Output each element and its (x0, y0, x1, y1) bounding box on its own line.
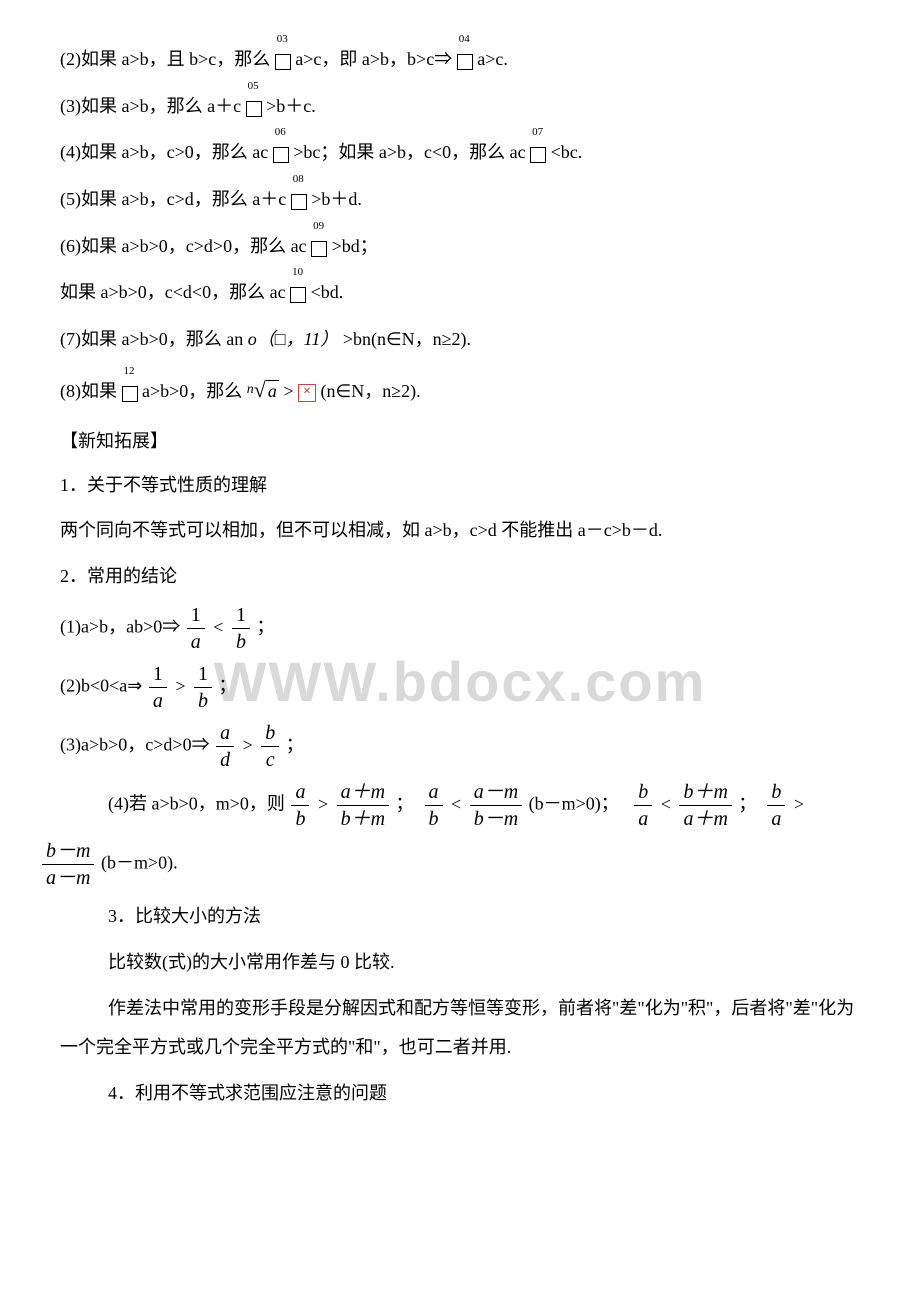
root-n: n (247, 382, 254, 397)
text: ； (396, 794, 414, 814)
frac-4a: ab (291, 779, 309, 832)
section-3-title: 3．比较大小的方法 (60, 897, 860, 937)
line-3: (3)如果 a>b，那么 a＋c 05 >b＋c. (60, 87, 860, 128)
frac-4c: ab (425, 779, 443, 832)
root-a: a (266, 380, 279, 401)
box-12: 12 (122, 373, 138, 413)
lt-sign: < (661, 794, 671, 814)
text: (b－m>0)； (529, 794, 619, 814)
text: >b＋d. (311, 189, 362, 209)
line-6: (6)如果 a>b>0，c>d>0，那么 ac 09 >bd； (60, 227, 860, 268)
text: <bc. (551, 142, 583, 162)
text: >bd； (332, 236, 378, 256)
text: 如果 a>b>0，c<d<0，那么 ac (60, 282, 290, 302)
text: (3)a>b>0，c>d>0⇒ (60, 735, 214, 755)
frac-4e: ba (634, 779, 652, 832)
text: (4)若 a>b>0，m>0，则 (108, 794, 289, 814)
text: (5)如果 a>b，c>d，那么 a＋c (60, 189, 291, 209)
frac-3a: ad (216, 720, 234, 773)
box-03: 03 (275, 41, 291, 81)
text: (6)如果 a>b>0，c>d>0，那么 ac (60, 236, 311, 256)
box-04: 04 (457, 41, 473, 81)
result-3: (3)a>b>0，c>d>0⇒ ad > bc ； (60, 720, 860, 773)
line-8: (8)如果 12 a>b>0，那么 n√a > × (n∈N，n≥2). (60, 366, 860, 414)
text: (2)如果 a>b，且 b>c，那么 (60, 49, 275, 69)
frac-4g: ba (767, 779, 785, 832)
gt-sign: > (318, 794, 328, 814)
frac-4b: a＋mb＋m (337, 779, 389, 832)
text: a>b>0，那么 (142, 381, 247, 401)
line-6b: 如果 a>b>0，c<d<0，那么 ac 10 <bd. (60, 273, 860, 314)
line-7: (7)如果 a>b>0，那么 an o（□，11） >bn(n∈N，n≥2). (60, 320, 860, 360)
text: >bn(n∈N，n≥2). (343, 329, 471, 349)
text: (n∈N，n≥2). (321, 381, 421, 401)
lt-sign: < (451, 794, 461, 814)
frac-1b: 1b (232, 602, 250, 655)
text: (7)如果 a>b>0，那么 an (60, 329, 248, 349)
section-3-body: 比较数(式)的大小常用作差与 0 比较. (60, 943, 860, 983)
box-10: 10 (290, 274, 306, 314)
gt-sign: > (243, 735, 253, 755)
text: (b－m>0). (101, 853, 178, 873)
text: (8)如果 (60, 381, 122, 401)
text: ； (286, 735, 304, 755)
frac-2b: 1b (194, 661, 212, 714)
box-07: 07 (530, 134, 546, 174)
section-1-body: 两个同向不等式可以相加，但不可以相减，如 a>b，c>d 不能推出 a－c>b－… (60, 511, 860, 551)
section-4-title: 4．利用不等式求范围应注意的问题 (60, 1074, 860, 1114)
section-xinzhi: 【新知拓展】 (60, 422, 860, 462)
result-4-cont: b－ma－m (b－m>0). (40, 838, 860, 891)
line-2: (2)如果 a>b，且 b>c，那么 03 a>c，即 a>b，b>c⇒ 04 … (60, 40, 860, 81)
text: (2)b<0<a⇒ (60, 676, 147, 696)
frac-3b: bc (261, 720, 279, 773)
box-05: 05 (246, 88, 262, 128)
gt-sign: > (175, 676, 185, 696)
text: ； (256, 617, 274, 637)
section-3-body2: 作差法中常用的变形手段是分解因式和配方等恒等变形，前者将"差"化为"积"，后者将… (60, 989, 860, 1068)
text: (4)如果 a>b，c>0，那么 ac (60, 142, 273, 162)
frac-4f: b＋ma＋m (679, 779, 731, 832)
x-box-icon: × (298, 384, 316, 402)
section-2-title: 2．常用的结论 (60, 557, 860, 597)
exp-text: o（□，11） (248, 329, 339, 349)
text: >b＋c. (266, 96, 316, 116)
box-08: 08 (291, 181, 307, 221)
text: >bc；如果 a>b，c<0，那么 ac (293, 142, 530, 162)
line-4: (4)如果 a>b，c>0，那么 ac 06 >bc；如果 a>b，c<0，那么… (60, 133, 860, 174)
text: (3)如果 a>b，那么 a＋c (60, 96, 246, 116)
text: 作差法中常用的变形手段是分解因式和配方等恒等变形，前者将"差"化为"积"，后者将… (60, 998, 854, 1058)
box-09: 09 (311, 228, 327, 268)
result-2: (2)b<0<a⇒ 1a > 1b ； (60, 661, 860, 714)
section-1-title: 1．关于不等式性质的理解 (60, 466, 860, 506)
text: <bd. (311, 282, 344, 302)
result-1: (1)a>b，ab>0⇒ 1a < 1b ； (60, 602, 860, 655)
box-06: 06 (273, 134, 289, 174)
text: (1)a>b，ab>0⇒ (60, 617, 185, 637)
lt-sign: < (213, 617, 223, 637)
text: a>c，即 a>b，b>c⇒ (295, 49, 456, 69)
line-5: (5)如果 a>b，c>d，那么 a＋c 08 >b＋d. (60, 180, 860, 221)
result-4: (4)若 a>b>0，m>0，则 ab > a＋mb＋m ； ab < a－mb… (60, 779, 860, 832)
frac-4d: a－mb－m (470, 779, 522, 832)
text: ； (219, 676, 237, 696)
gt-sign: > (794, 794, 804, 814)
text: > (283, 381, 298, 401)
text: a>c. (477, 49, 508, 69)
frac-1a: 1a (187, 602, 205, 655)
frac-2a: 1a (149, 661, 167, 714)
document-content: (2)如果 a>b，且 b>c，那么 03 a>c，即 a>b，b>c⇒ 04 … (60, 40, 860, 1113)
text: ； (738, 794, 756, 814)
frac-5a: b－ma－m (42, 838, 94, 891)
